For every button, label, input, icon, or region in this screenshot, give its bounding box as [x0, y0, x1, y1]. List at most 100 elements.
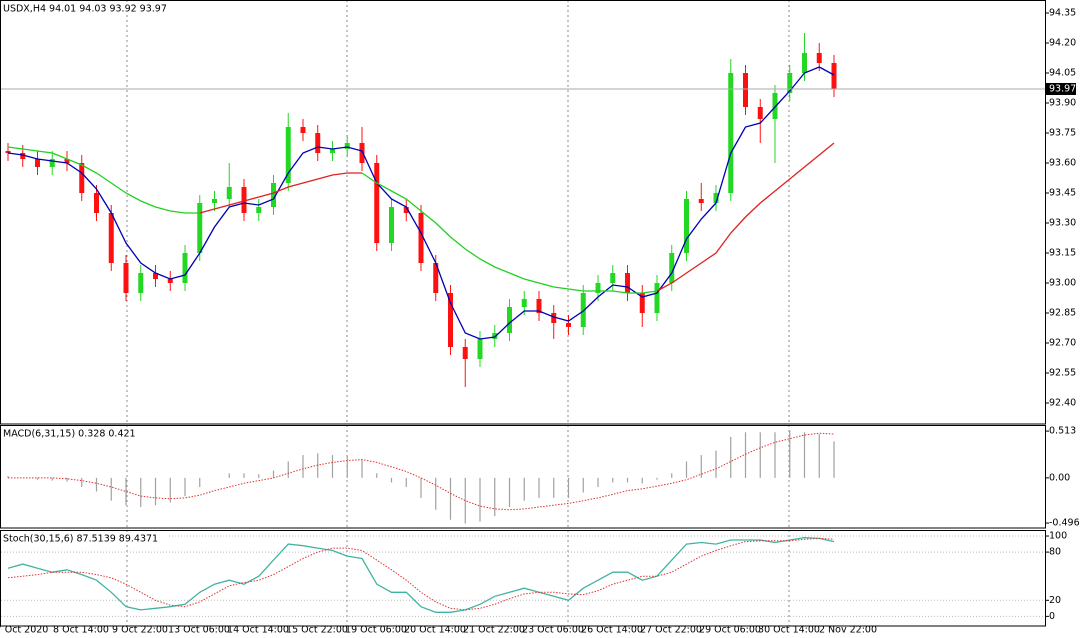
- separators: [126, 0, 790, 626]
- candle-body: [285, 127, 291, 183]
- y-tick-label: 94.05: [1049, 68, 1076, 79]
- candle-body: [551, 313, 557, 323]
- y-tick-label: 92.85: [1049, 308, 1076, 319]
- moving-average: [7, 146, 658, 294]
- candle-body: [787, 73, 793, 93]
- x-tick-label: 21 Oct 22:00: [463, 625, 525, 636]
- candle-body: [772, 93, 778, 119]
- last-price-box: [1046, 83, 1076, 95]
- x-tick-label: 2 Nov 22:00: [819, 625, 877, 636]
- y-tick-label: 92.70: [1049, 338, 1076, 349]
- candle-body: [728, 73, 734, 193]
- candle-body: [433, 263, 439, 293]
- candle-body: [507, 307, 512, 333]
- candle-body: [713, 193, 719, 203]
- macd-frame: [0, 425, 1046, 529]
- candle-body: [79, 163, 85, 193]
- candle-body: [403, 207, 409, 213]
- candle-body: [389, 207, 394, 243]
- candle-body: [153, 273, 158, 279]
- candle-body: [743, 73, 748, 107]
- candle-body: [315, 133, 321, 153]
- y-tick-label: 20: [1049, 595, 1061, 606]
- y-tick-label: 92.40: [1049, 398, 1076, 409]
- stoch-line: [7, 536, 835, 613]
- candle-body: [330, 149, 335, 153]
- y-tick-label: 94.20: [1049, 38, 1076, 49]
- x-tick-label: 20 Oct 14:00: [404, 625, 466, 636]
- candle-body: [698, 199, 704, 203]
- y-tick-label: 0.513: [1049, 426, 1076, 437]
- x-tick-label: 15 Oct 22:00: [286, 625, 348, 636]
- panel-title: MACD(6,31,15) 0.328 0.421: [3, 429, 136, 440]
- y-tick-label: 0: [1049, 611, 1055, 622]
- x-tick-label: 19 Oct 06:00: [345, 625, 407, 636]
- candle-body: [182, 253, 188, 283]
- candle-body: [684, 199, 689, 253]
- candle-body: [492, 333, 498, 339]
- y-tick-label: 93.45: [1049, 188, 1076, 199]
- y-tick-label: 93.75: [1049, 128, 1076, 139]
- candle-body: [625, 273, 630, 293]
- signal-line: [8, 432, 835, 511]
- candle-body: [300, 127, 306, 133]
- x-tick-label: 29 Oct 06:00: [699, 625, 761, 636]
- candle-body: [108, 213, 114, 263]
- moving-average: [7, 66, 835, 340]
- x-tick-label: 14 Oct 14:00: [227, 625, 289, 636]
- y-tick-label: 93.60: [1049, 158, 1076, 169]
- last-price-label: 93.97: [1049, 84, 1076, 95]
- moving-average: [199, 142, 835, 292]
- panel-frames: [0, 0, 1046, 627]
- x-tick-label: 7 Oct 2020: [0, 625, 48, 636]
- candle-body: [359, 143, 365, 163]
- candle-body: [757, 107, 763, 119]
- candle-body: [212, 199, 217, 203]
- candle-body: [138, 273, 144, 293]
- candle-body: [241, 187, 247, 213]
- candle-body: [5, 151, 11, 153]
- y-tick-label: 93.30: [1049, 218, 1076, 229]
- candle-body: [271, 183, 276, 207]
- candle-body: [610, 273, 616, 283]
- x-tick-label: 8 Oct 14:00: [53, 625, 109, 636]
- x-tick-label: 26 Oct 14:00: [581, 625, 643, 636]
- y-tick-label: 94.35: [1049, 8, 1076, 19]
- x-tick-label: 9 Oct 22:00: [112, 625, 168, 636]
- panel-title: Stoch(30,15,6) 87.5139 89.4371: [3, 534, 158, 545]
- candle-body: [816, 53, 822, 63]
- y-tick-label: 93.15: [1049, 248, 1076, 259]
- y-tick-label: 80: [1049, 547, 1061, 558]
- candle-body: [344, 143, 350, 149]
- candle-body: [536, 299, 542, 313]
- candle-body: [35, 159, 40, 167]
- candle-body: [566, 323, 571, 327]
- candle-body: [448, 293, 453, 347]
- candle-body: [639, 293, 645, 313]
- y-tick-label: 93.00: [1049, 278, 1076, 289]
- candle-body: [595, 283, 601, 293]
- stoch-line: [7, 537, 835, 611]
- panel-title: USDX,H4 94.01 94.03 93.92 93.97: [3, 4, 167, 15]
- candle-body: [462, 347, 468, 359]
- y-tick-label: 0.00: [1049, 472, 1070, 483]
- x-tick-label: 30 Oct 14:00: [758, 625, 820, 636]
- candle-body: [20, 153, 26, 159]
- x-tick-label: 27 Oct 22:00: [640, 625, 702, 636]
- y-tick-label: 93.90: [1049, 98, 1076, 109]
- candle-body: [831, 63, 837, 89]
- candle-body: [167, 279, 173, 283]
- candle-body: [226, 187, 232, 199]
- candle-body: [256, 207, 262, 213]
- title-bg: [1, 532, 169, 545]
- candle-body: [477, 339, 483, 359]
- title-bg: [1, 2, 180, 15]
- candle-body: [802, 53, 807, 73]
- candle-body: [64, 159, 70, 163]
- candle-body: [521, 299, 527, 307]
- candle-body: [49, 159, 55, 167]
- y-tick-label: 92.55: [1049, 368, 1076, 379]
- candle-body: [123, 263, 129, 293]
